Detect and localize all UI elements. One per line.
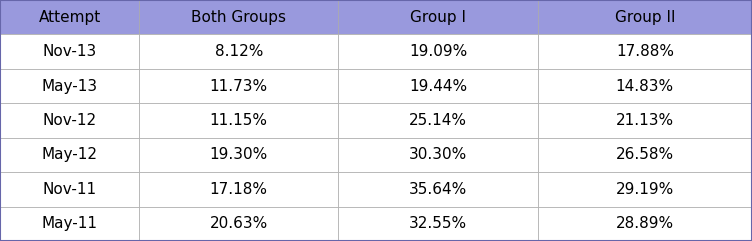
Text: 19.44%: 19.44% — [409, 79, 467, 94]
Text: Nov-11: Nov-11 — [43, 182, 96, 197]
Bar — [0, 172, 139, 207]
Bar — [338, 207, 538, 241]
Text: Nov-13: Nov-13 — [42, 44, 97, 59]
Text: May-12: May-12 — [41, 147, 98, 162]
Text: 8.12%: 8.12% — [214, 44, 263, 59]
Text: 29.19%: 29.19% — [616, 182, 674, 197]
Bar — [0, 0, 139, 34]
Text: 19.30%: 19.30% — [210, 147, 268, 162]
Text: 28.89%: 28.89% — [616, 216, 674, 231]
Text: Nov-12: Nov-12 — [43, 113, 96, 128]
Bar — [338, 34, 538, 69]
Bar — [139, 207, 338, 241]
Bar — [538, 69, 752, 103]
Bar — [538, 207, 752, 241]
Bar — [139, 103, 338, 138]
Text: 17.88%: 17.88% — [616, 44, 674, 59]
Text: 26.58%: 26.58% — [616, 147, 674, 162]
Bar — [0, 138, 139, 172]
Bar — [338, 172, 538, 207]
Bar — [0, 34, 139, 69]
Text: 14.83%: 14.83% — [616, 79, 674, 94]
Bar — [538, 138, 752, 172]
Bar — [139, 0, 338, 34]
Text: 17.18%: 17.18% — [210, 182, 268, 197]
Bar — [139, 34, 338, 69]
Bar — [0, 69, 139, 103]
Text: Both Groups: Both Groups — [191, 10, 287, 25]
Bar — [538, 34, 752, 69]
Bar — [538, 0, 752, 34]
Text: 11.15%: 11.15% — [210, 113, 268, 128]
Text: 11.73%: 11.73% — [210, 79, 268, 94]
Bar — [338, 69, 538, 103]
Bar — [338, 0, 538, 34]
Text: Group II: Group II — [614, 10, 675, 25]
Text: 32.55%: 32.55% — [409, 216, 467, 231]
Bar — [0, 103, 139, 138]
Text: May-13: May-13 — [41, 79, 98, 94]
Text: 21.13%: 21.13% — [616, 113, 674, 128]
Text: 19.09%: 19.09% — [409, 44, 467, 59]
Bar — [538, 172, 752, 207]
Text: Attempt: Attempt — [38, 10, 101, 25]
Bar — [139, 172, 338, 207]
Bar — [538, 103, 752, 138]
Text: 30.30%: 30.30% — [409, 147, 467, 162]
Bar — [0, 207, 139, 241]
Text: Group I: Group I — [410, 10, 466, 25]
Text: 20.63%: 20.63% — [210, 216, 268, 231]
Bar — [338, 103, 538, 138]
Bar — [139, 138, 338, 172]
Text: May-11: May-11 — [41, 216, 98, 231]
Text: 25.14%: 25.14% — [409, 113, 467, 128]
Text: 35.64%: 35.64% — [409, 182, 467, 197]
Bar — [338, 138, 538, 172]
Bar — [139, 69, 338, 103]
